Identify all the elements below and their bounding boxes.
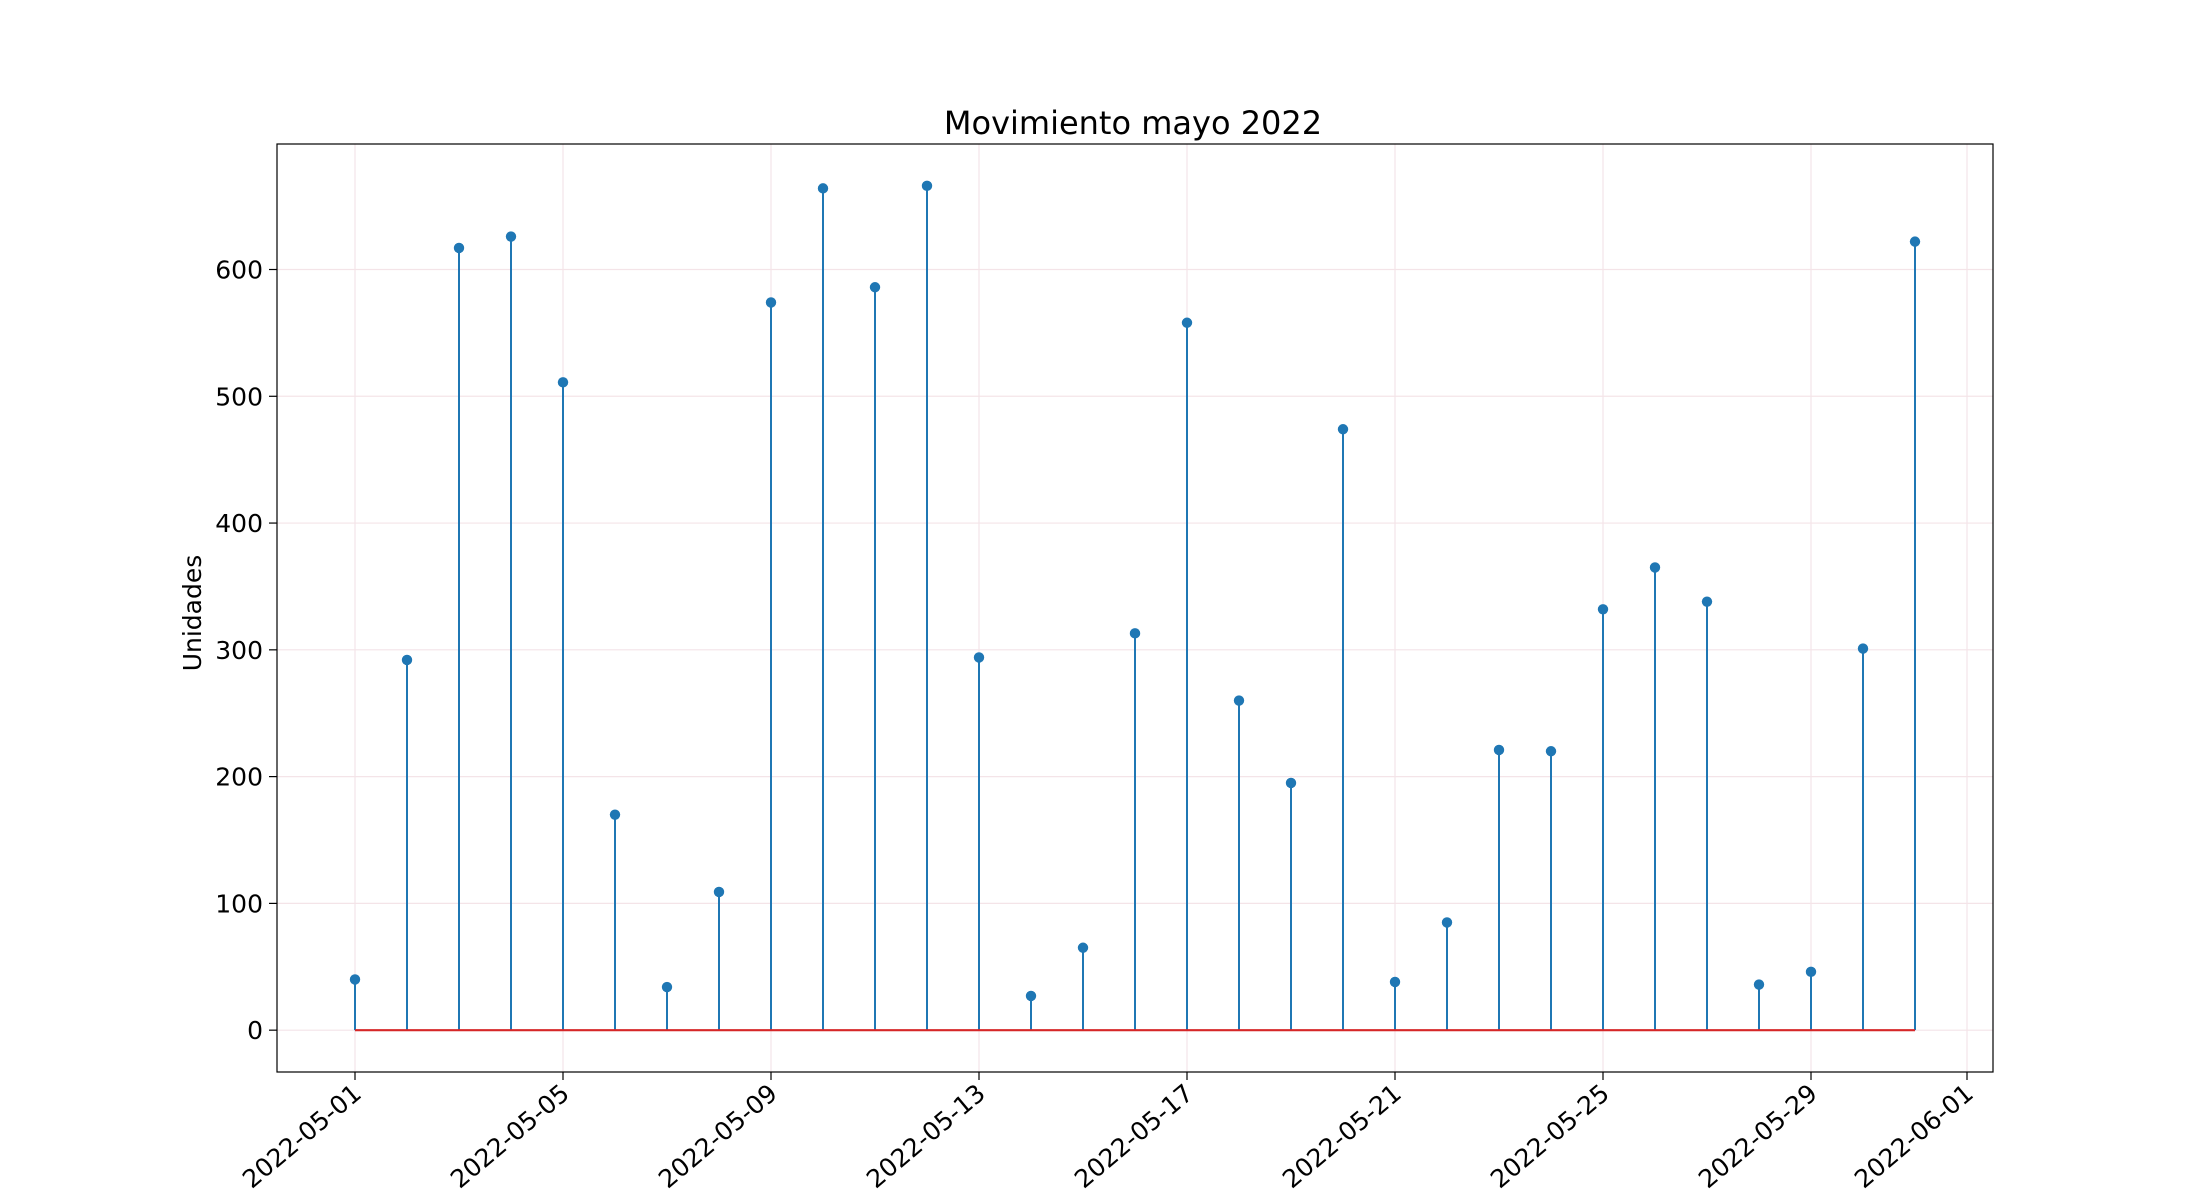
y-tick-label: 500 [215,382,263,411]
stem-series [349,180,1921,1032]
stem-marker [1597,604,1609,615]
stem-marker [1909,236,1921,247]
stem-marker [1493,744,1505,756]
stem-marker [1805,966,1817,978]
stem-marker [1233,695,1245,706]
x-tick-label: 2022-05-29 [1693,1078,1823,1194]
stem-marker [557,377,569,388]
stem-marker [661,981,673,993]
stem-marker [1025,990,1037,1002]
stem-marker [401,654,413,666]
stem-marker [1701,596,1713,607]
x-tick-label: 2022-05-25 [1485,1078,1615,1194]
stem-marker [1857,643,1869,654]
stem-marker [1545,746,1557,757]
stem-marker [505,231,517,242]
y-axis-ticks: 0 100 200 300 400 500 600 [215,256,277,1045]
x-tick-label: 2022-05-01 [237,1078,367,1194]
stem-marker [921,180,933,192]
stem-marker [973,652,985,663]
stem-marker [713,886,725,898]
y-tick-label: 200 [215,763,263,792]
stem-marker [1753,979,1765,990]
stem-marker [609,809,621,820]
y-tick-label: 100 [215,889,263,918]
stem-marker [453,242,465,254]
stem-marker [1337,424,1349,435]
chart-title: Movimiento mayo 2022 [944,104,1322,142]
y-tick-label: 400 [215,509,263,538]
y-tick-label: 600 [215,256,263,285]
stem-marker [1077,942,1089,953]
x-tick-label: 2022-05-17 [1069,1078,1199,1194]
x-tick-label: 2022-05-05 [445,1078,575,1194]
x-tick-label: 2022-05-09 [653,1078,783,1194]
stem-marker [1441,917,1453,928]
stem-marker [1285,777,1297,789]
stem-marker [869,282,881,293]
stem-marker [1129,628,1141,639]
stem-marker [817,183,829,194]
stem-marker [1181,317,1193,328]
x-tick-label: 2022-05-21 [1277,1078,1407,1194]
y-axis-label: Unidades [178,555,207,672]
plot-frame [276,143,1994,1073]
x-tick-label: 2022-06-01 [1849,1078,1979,1194]
x-axis-ticks: 2022-05-01 2022-05-05 2022-05-09 2022-05-13… [237,1072,1979,1194]
y-tick-label: 0 [247,1016,263,1045]
stem-marker [1649,562,1661,573]
y-tick-label: 300 [215,636,263,665]
x-tick-label: 2022-05-13 [861,1078,991,1194]
stem-marker [1389,976,1401,988]
stem-marker [765,297,777,308]
stem-marker [349,974,361,985]
